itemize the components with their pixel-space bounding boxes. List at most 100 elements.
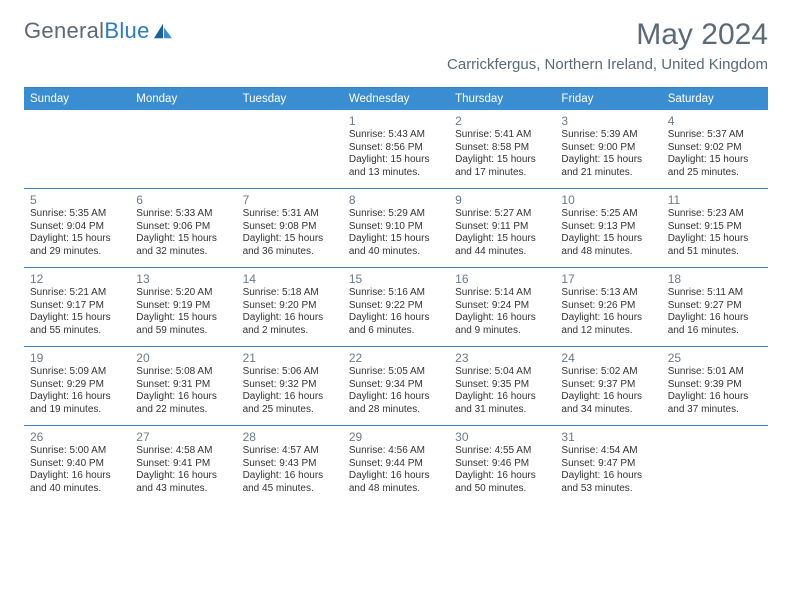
daylight-line: Daylight: 15 hours and 44 minutes. [455, 233, 549, 258]
daylight-line: Daylight: 15 hours and 48 minutes. [561, 233, 655, 258]
day-of-week-label: Sunday [24, 88, 130, 110]
daylight-line: Daylight: 15 hours and 59 minutes. [136, 312, 230, 337]
sunset-line: Sunset: 9:26 PM [561, 300, 655, 313]
sunrise-line: Sunrise: 5:25 AM [561, 208, 655, 221]
daylight-line: Daylight: 15 hours and 17 minutes. [455, 154, 549, 179]
sunset-line: Sunset: 9:15 PM [668, 221, 762, 234]
location-label: Carrickfergus, Northern Ireland, United … [447, 56, 768, 73]
sunset-line: Sunset: 9:43 PM [243, 458, 337, 471]
day-number: 19 [30, 351, 124, 365]
daylight-line: Daylight: 16 hours and 43 minutes. [136, 470, 230, 495]
sunrise-line: Sunrise: 4:57 AM [243, 445, 337, 458]
day-number: 31 [561, 430, 655, 444]
day-number: 21 [243, 351, 337, 365]
daylight-line: Daylight: 15 hours and 13 minutes. [349, 154, 443, 179]
day-cell: 23Sunrise: 5:04 AMSunset: 9:35 PMDayligh… [449, 347, 555, 425]
weeks-container: 1Sunrise: 5:43 AMSunset: 8:56 PMDaylight… [24, 110, 768, 504]
daylight-line: Daylight: 16 hours and 48 minutes. [349, 470, 443, 495]
daylight-line: Daylight: 16 hours and 31 minutes. [455, 391, 549, 416]
day-of-week-header: SundayMondayTuesdayWednesdayThursdayFrid… [24, 88, 768, 110]
week-row: 19Sunrise: 5:09 AMSunset: 9:29 PMDayligh… [24, 346, 768, 425]
sunset-line: Sunset: 9:02 PM [668, 142, 762, 155]
day-number: 9 [455, 193, 549, 207]
daylight-line: Daylight: 16 hours and 19 minutes. [30, 391, 124, 416]
day-cell: 16Sunrise: 5:14 AMSunset: 9:24 PMDayligh… [449, 268, 555, 346]
day-number: 30 [455, 430, 549, 444]
daylight-line: Daylight: 16 hours and 37 minutes. [668, 391, 762, 416]
day-of-week-label: Tuesday [237, 88, 343, 110]
day-number: 8 [349, 193, 443, 207]
brand-name-blue: Blue [104, 18, 149, 43]
daylight-line: Daylight: 15 hours and 36 minutes. [243, 233, 337, 258]
day-of-week-label: Thursday [449, 88, 555, 110]
sunrise-line: Sunrise: 5:14 AM [455, 287, 549, 300]
sunset-line: Sunset: 9:20 PM [243, 300, 337, 313]
day-cell: 12Sunrise: 5:21 AMSunset: 9:17 PMDayligh… [24, 268, 130, 346]
sunset-line: Sunset: 9:17 PM [30, 300, 124, 313]
sunrise-line: Sunrise: 5:01 AM [668, 366, 762, 379]
day-cell: 26Sunrise: 5:00 AMSunset: 9:40 PMDayligh… [24, 426, 130, 504]
sunset-line: Sunset: 9:06 PM [136, 221, 230, 234]
day-number: 26 [30, 430, 124, 444]
day-cell: 24Sunrise: 5:02 AMSunset: 9:37 PMDayligh… [555, 347, 661, 425]
day-cell: 29Sunrise: 4:56 AMSunset: 9:44 PMDayligh… [343, 426, 449, 504]
day-number: 5 [30, 193, 124, 207]
day-cell: 10Sunrise: 5:25 AMSunset: 9:13 PMDayligh… [555, 189, 661, 267]
day-number: 12 [30, 272, 124, 286]
day-cell: 20Sunrise: 5:08 AMSunset: 9:31 PMDayligh… [130, 347, 236, 425]
day-number: 22 [349, 351, 443, 365]
sunrise-line: Sunrise: 5:23 AM [668, 208, 762, 221]
daylight-line: Daylight: 16 hours and 40 minutes. [30, 470, 124, 495]
sunrise-line: Sunrise: 5:31 AM [243, 208, 337, 221]
day-number: 18 [668, 272, 762, 286]
day-number: 13 [136, 272, 230, 286]
sunrise-line: Sunrise: 5:43 AM [349, 129, 443, 142]
daylight-line: Daylight: 15 hours and 55 minutes. [30, 312, 124, 337]
sunrise-line: Sunrise: 5:02 AM [561, 366, 655, 379]
month-title: May 2024 [447, 18, 768, 52]
day-of-week-label: Monday [130, 88, 236, 110]
day-cell: 22Sunrise: 5:05 AMSunset: 9:34 PMDayligh… [343, 347, 449, 425]
sunrise-line: Sunrise: 5:16 AM [349, 287, 443, 300]
day-cell: 19Sunrise: 5:09 AMSunset: 9:29 PMDayligh… [24, 347, 130, 425]
brand-name-gray: General [24, 18, 104, 43]
brand-name: GeneralBlue [24, 18, 150, 44]
sunset-line: Sunset: 9:44 PM [349, 458, 443, 471]
daylight-line: Daylight: 16 hours and 50 minutes. [455, 470, 549, 495]
day-cell: 7Sunrise: 5:31 AMSunset: 9:08 PMDaylight… [237, 189, 343, 267]
brand-logo: GeneralBlue [24, 18, 174, 44]
sunrise-line: Sunrise: 5:37 AM [668, 129, 762, 142]
day-number: 2 [455, 114, 549, 128]
day-number: 28 [243, 430, 337, 444]
day-cell: 14Sunrise: 5:18 AMSunset: 9:20 PMDayligh… [237, 268, 343, 346]
sunset-line: Sunset: 9:13 PM [561, 221, 655, 234]
day-cell: 3Sunrise: 5:39 AMSunset: 9:00 PMDaylight… [555, 110, 661, 188]
daylight-line: Daylight: 16 hours and 28 minutes. [349, 391, 443, 416]
day-cell: 17Sunrise: 5:13 AMSunset: 9:26 PMDayligh… [555, 268, 661, 346]
sunset-line: Sunset: 9:27 PM [668, 300, 762, 313]
day-cell: 8Sunrise: 5:29 AMSunset: 9:10 PMDaylight… [343, 189, 449, 267]
week-row: 26Sunrise: 5:00 AMSunset: 9:40 PMDayligh… [24, 425, 768, 504]
sunset-line: Sunset: 9:10 PM [349, 221, 443, 234]
daylight-line: Daylight: 15 hours and 40 minutes. [349, 233, 443, 258]
sunrise-line: Sunrise: 4:54 AM [561, 445, 655, 458]
day-number: 25 [668, 351, 762, 365]
day-number: 17 [561, 272, 655, 286]
sunrise-line: Sunrise: 5:41 AM [455, 129, 549, 142]
daylight-line: Daylight: 16 hours and 22 minutes. [136, 391, 230, 416]
day-number: 7 [243, 193, 337, 207]
sunset-line: Sunset: 9:31 PM [136, 379, 230, 392]
day-cell: 15Sunrise: 5:16 AMSunset: 9:22 PMDayligh… [343, 268, 449, 346]
day-cell: 1Sunrise: 5:43 AMSunset: 8:56 PMDaylight… [343, 110, 449, 188]
day-cell: 21Sunrise: 5:06 AMSunset: 9:32 PMDayligh… [237, 347, 343, 425]
day-cell: 27Sunrise: 4:58 AMSunset: 9:41 PMDayligh… [130, 426, 236, 504]
title-block: May 2024 Carrickfergus, Northern Ireland… [447, 18, 768, 73]
day-number: 27 [136, 430, 230, 444]
sunrise-line: Sunrise: 5:27 AM [455, 208, 549, 221]
day-cell [662, 426, 768, 504]
sunset-line: Sunset: 9:47 PM [561, 458, 655, 471]
daylight-line: Daylight: 15 hours and 32 minutes. [136, 233, 230, 258]
day-number: 10 [561, 193, 655, 207]
week-row: 12Sunrise: 5:21 AMSunset: 9:17 PMDayligh… [24, 267, 768, 346]
daylight-line: Daylight: 15 hours and 51 minutes. [668, 233, 762, 258]
